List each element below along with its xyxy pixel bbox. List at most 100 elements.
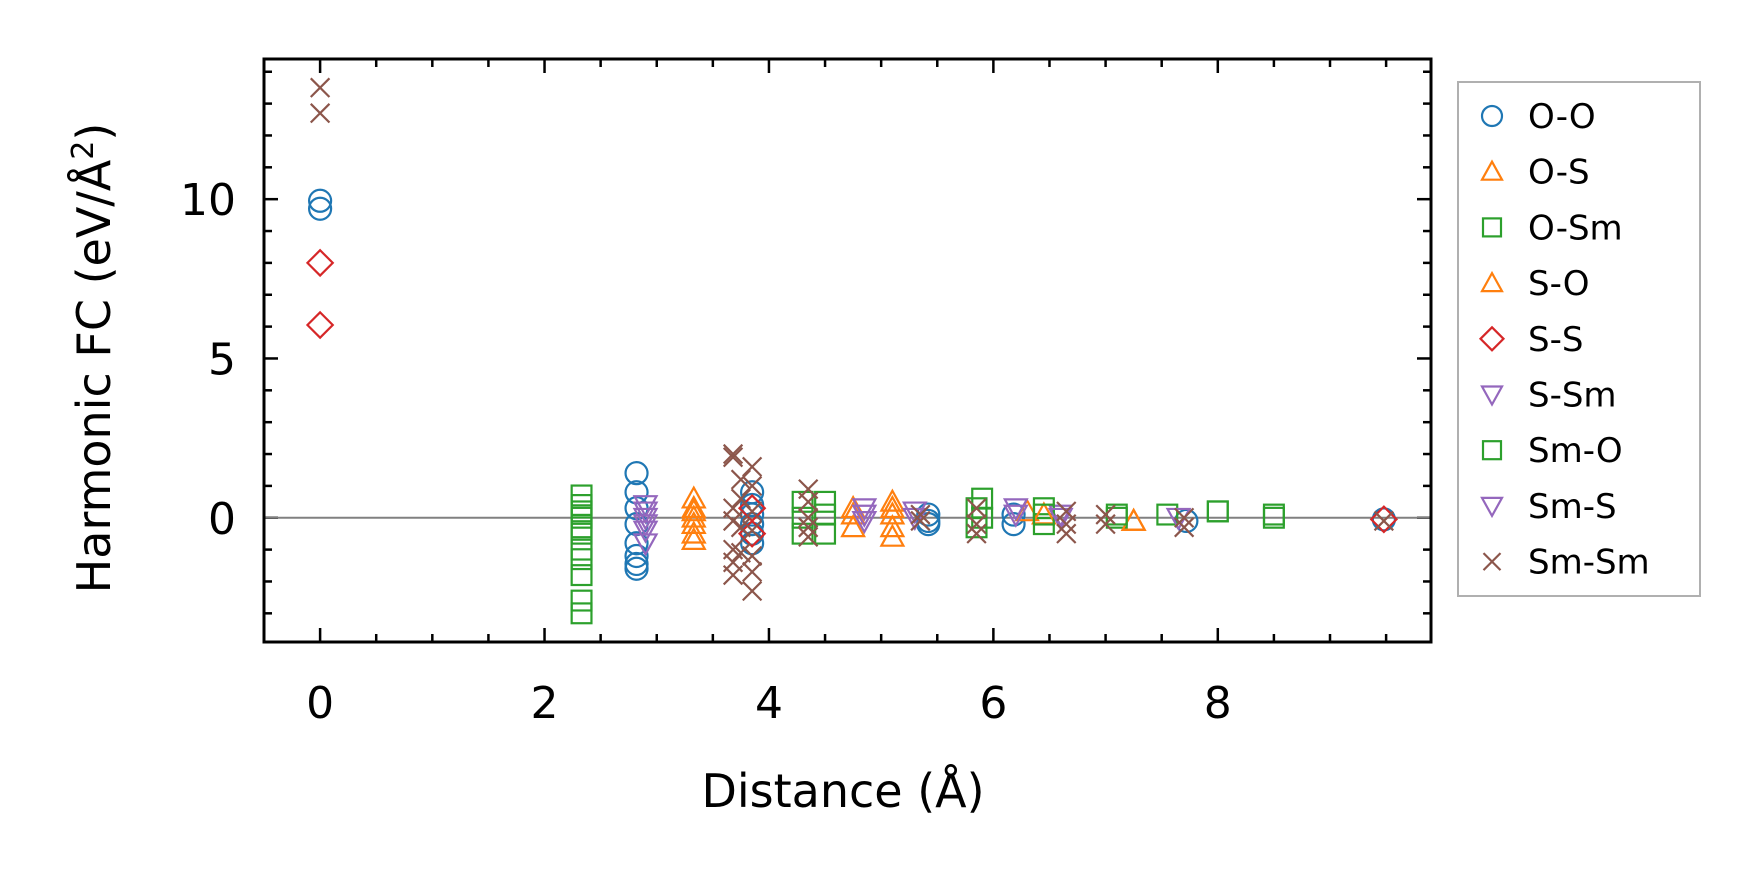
legend-marker (1480, 270, 1504, 293)
data-point (309, 103, 331, 124)
y-tick-label: 0 (208, 494, 236, 545)
data-point (1047, 507, 1074, 532)
legend-label: S-O (1528, 264, 1590, 304)
data-point (570, 602, 593, 625)
data-point (840, 514, 866, 538)
data-point (966, 523, 987, 544)
series-sm-sm (309, 77, 1394, 602)
data-point (740, 531, 765, 556)
data-point (879, 494, 906, 519)
data-point (570, 564, 593, 587)
data-point (814, 503, 837, 526)
data-point (624, 531, 649, 556)
y-axis-title: Harmonic FC (eV/Å2) (66, 123, 122, 594)
data-point (1031, 501, 1057, 525)
data-point (1056, 513, 1077, 535)
data-point (741, 561, 763, 583)
data-point (570, 548, 593, 571)
data-point (798, 491, 819, 512)
data-point (1002, 504, 1029, 528)
data-point (879, 488, 906, 512)
data-point (814, 490, 837, 513)
legend-marker (1481, 217, 1503, 238)
plot-frame (262, 57, 1433, 644)
x-tick-label: 6 (979, 678, 1007, 729)
legend-entry: S-S (1478, 320, 1583, 360)
data-point (910, 510, 931, 532)
legend-entry: S-O (1480, 264, 1590, 304)
data-point (305, 248, 335, 278)
data-point (879, 501, 906, 525)
y-axis-title-superscript: 2 (66, 141, 101, 160)
data-point (1002, 498, 1029, 522)
legend-label: Sm-Sm (1528, 543, 1650, 583)
data-point (730, 542, 752, 563)
legend-label: O-Sm (1528, 208, 1623, 248)
data-point (632, 501, 659, 525)
data-point (851, 511, 878, 535)
data-point (1369, 505, 1399, 534)
data-point (741, 475, 763, 497)
legend: O-O O-S O-Sm S-O S-S S-Sm Sm-O Sm-S Sm-Sm (1457, 81, 1701, 597)
legend-marker (1480, 159, 1504, 181)
x-tick-label: 2 (531, 678, 559, 729)
x-tick-label: 0 (306, 678, 334, 729)
legend-label: O-S (1528, 153, 1590, 193)
data-point (632, 514, 659, 538)
data-point (814, 522, 837, 545)
data-point (624, 461, 649, 486)
data-point (570, 589, 593, 612)
data-point (570, 500, 593, 523)
data-point (1371, 507, 1396, 532)
series-s-s (305, 248, 1399, 548)
data-point (632, 495, 659, 519)
data-point (308, 188, 333, 213)
data-point (741, 501, 763, 522)
legend-marker (1482, 552, 1502, 571)
data-point (851, 504, 878, 528)
data-point (1001, 502, 1026, 527)
data-point (309, 77, 331, 98)
legend-marker (1478, 325, 1506, 352)
data-point (624, 556, 649, 581)
data-point (798, 526, 819, 547)
legend-entry: Sm-O (1481, 431, 1623, 471)
legend-label: S-Sm (1528, 376, 1617, 416)
data-point (308, 196, 333, 221)
y-axis-title-end: ) (67, 123, 121, 141)
data-point (680, 510, 707, 535)
data-point (680, 526, 707, 550)
data-point (722, 564, 744, 586)
legend-marker (1481, 440, 1503, 461)
data-point (740, 502, 765, 527)
data-point (730, 517, 752, 538)
data-point (624, 543, 649, 569)
data-point (901, 501, 928, 525)
legend-label: Sm-S (1528, 487, 1617, 527)
data-point (1262, 503, 1285, 526)
data-point (680, 504, 707, 528)
data-point (680, 494, 707, 519)
data-point (1095, 513, 1116, 535)
data-point (916, 502, 941, 527)
series-o-o (308, 188, 1396, 581)
legend-entry: O-S (1480, 153, 1590, 193)
y-axis-title-main: Harmonic FC (eV/Å (67, 159, 121, 593)
legend-marker (1480, 104, 1504, 128)
y-tick-label: 10 (180, 175, 236, 226)
x-axis-title: Distance (Å) (701, 764, 984, 818)
legend-entry: S-Sm (1480, 376, 1617, 416)
legend-label: S-S (1528, 320, 1583, 360)
data-point (1206, 500, 1229, 523)
series-sm-s (632, 501, 1074, 538)
data-point (740, 521, 765, 546)
legend-label: Sm-O (1528, 431, 1623, 471)
legend-entry: O-Sm (1481, 208, 1623, 248)
data-point (1174, 517, 1195, 538)
data-point (305, 310, 335, 340)
legend-label: O-O (1528, 97, 1596, 137)
y-tick-label: 5 (208, 334, 236, 385)
data-point (1056, 523, 1077, 544)
data-point (966, 513, 987, 535)
legend-entry: Sm-S (1480, 487, 1617, 527)
